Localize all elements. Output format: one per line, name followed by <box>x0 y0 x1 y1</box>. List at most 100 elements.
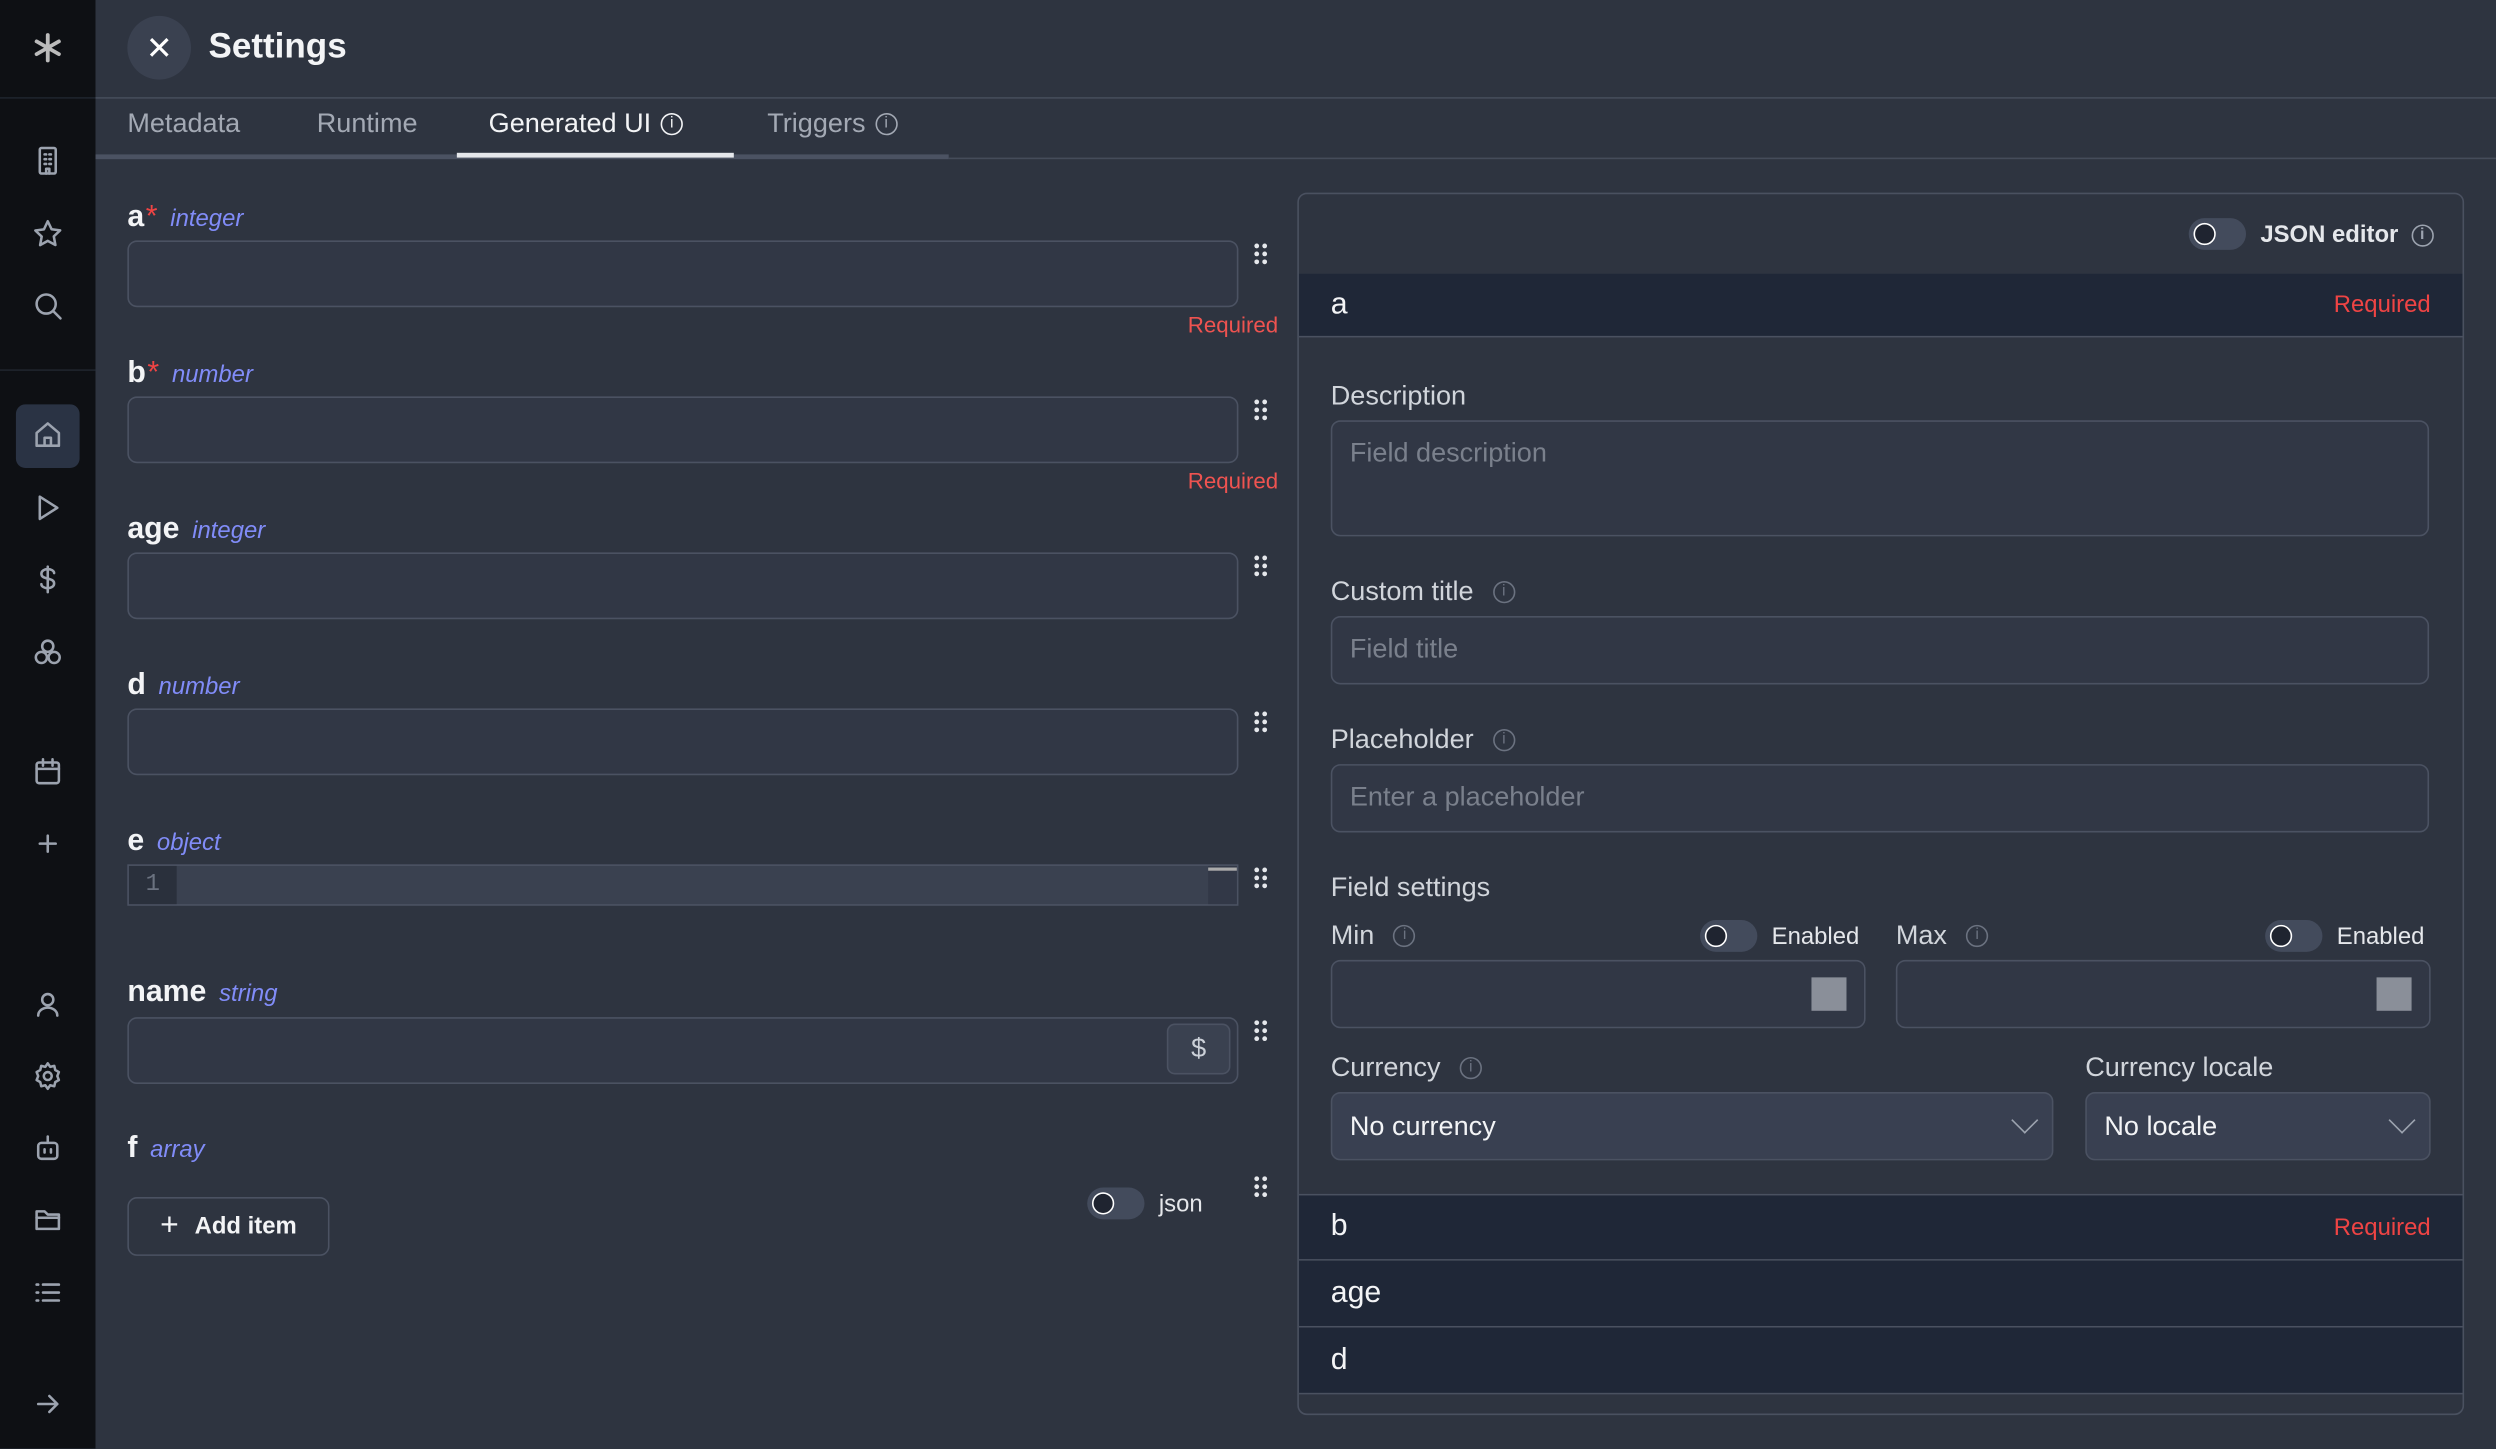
required-mark: * <box>147 356 160 390</box>
d-input[interactable] <box>127 708 1239 776</box>
row-name: a <box>1330 287 1348 321</box>
tab-generated-ui[interactable]: Generated UI i <box>489 108 683 140</box>
e-json-editor[interactable]: 1 <box>127 864 1239 906</box>
row-name: d <box>1330 1342 1348 1377</box>
min-label: Min i <box>1331 920 1416 952</box>
arrow-right-icon[interactable] <box>32 1388 64 1420</box>
user-icon[interactable] <box>32 989 64 1021</box>
field-name: age <box>127 512 180 546</box>
json-editor-text: JSON editor <box>2260 221 2399 249</box>
age-input[interactable] <box>127 552 1239 620</box>
list-icon[interactable] <box>32 1277 64 1309</box>
dollar-icon[interactable] <box>32 563 64 595</box>
field-settings-heading: Field settings <box>1330 872 1491 903</box>
field-type: integer <box>170 205 244 233</box>
drag-handle-icon[interactable] <box>1254 555 1270 581</box>
label-text: Description <box>1330 380 1467 411</box>
field-row-d[interactable]: d <box>1298 1327 2463 1395</box>
info-icon[interactable]: i <box>2411 223 2434 246</box>
min-enabled-label: Enabled <box>1771 923 1860 951</box>
field-name: e <box>127 824 145 858</box>
plus-icon[interactable] <box>32 828 64 860</box>
info-icon[interactable]: i <box>1459 1056 1482 1080</box>
drag-handle-icon[interactable] <box>1254 1176 1270 1201</box>
field-label-d: d number <box>127 669 239 704</box>
close-button[interactable]: ✕ <box>127 15 192 80</box>
tab-metadata[interactable]: Metadata <box>127 108 240 140</box>
row-name: b <box>1330 1209 1348 1244</box>
star-icon[interactable] <box>32 218 64 250</box>
min-input[interactable] <box>1330 959 1866 1029</box>
info-icon[interactable]: i <box>1492 581 1515 604</box>
editor-scrollbar[interactable] <box>1208 865 1237 905</box>
logo[interactable] <box>32 32 64 64</box>
min-stepper[interactable] <box>1811 977 1847 1011</box>
field-label-age: age integer <box>127 513 265 548</box>
search-icon[interactable] <box>32 290 64 322</box>
label-text: Max <box>1895 920 1947 951</box>
sidebar-divider <box>0 97 96 99</box>
field-row-a[interactable]: a Required <box>1298 273 2463 338</box>
custom-title-input[interactable]: Field title <box>1330 616 2430 685</box>
label-text: Custom title <box>1330 576 1474 607</box>
placeholder-text: Field description <box>1349 437 1547 468</box>
home-icon[interactable] <box>32 419 64 451</box>
json-editor-toggle[interactable] <box>2188 218 2247 250</box>
sidebar <box>0 0 96 1449</box>
tab-label: Runtime <box>316 108 418 139</box>
select-value: No currency <box>1349 1110 1496 1141</box>
plus-icon: + <box>160 1208 179 1244</box>
field-label-f: f array <box>127 1132 204 1167</box>
max-label: Max i <box>1896 920 1989 952</box>
placeholder-input[interactable]: Enter a placeholder <box>1330 764 2430 833</box>
drag-handle-icon[interactable] <box>1254 243 1270 269</box>
tab-triggers[interactable]: Triggers i <box>767 108 898 140</box>
field-row-age[interactable]: age <box>1298 1260 2463 1328</box>
drag-handle-icon[interactable] <box>1254 399 1270 425</box>
row-name: age <box>1330 1275 1382 1310</box>
info-icon[interactable]: i <box>1966 924 1989 948</box>
chevron-down-icon <box>2388 1105 2416 1133</box>
currency-select[interactable]: No currency <box>1330 1091 2054 1161</box>
max-enabled-toggle[interactable] <box>2265 920 2323 952</box>
info-icon[interactable]: i <box>660 113 683 136</box>
field-row-b[interactable]: b Required <box>1298 1193 2463 1261</box>
gear-icon[interactable] <box>32 1060 64 1092</box>
field-name: name <box>127 975 207 1010</box>
info-icon[interactable]: i <box>875 113 898 136</box>
folder-icon[interactable] <box>32 1203 64 1235</box>
cubes-icon[interactable] <box>32 637 64 669</box>
robot-icon[interactable] <box>32 1132 64 1164</box>
info-icon[interactable]: i <box>1393 924 1416 948</box>
drag-handle-icon[interactable] <box>1254 711 1270 737</box>
field-type: integer <box>192 517 266 545</box>
drag-handle-icon[interactable] <box>1254 1020 1270 1045</box>
add-item-button[interactable]: + Add item <box>127 1197 330 1256</box>
building-icon[interactable] <box>32 145 64 177</box>
name-input[interactable]: $ <box>127 1017 1239 1085</box>
json-toggle[interactable] <box>1087 1187 1145 1220</box>
chevron-down-icon <box>2011 1105 2039 1133</box>
max-stepper[interactable] <box>2376 977 2412 1011</box>
calendar-icon[interactable] <box>32 756 64 788</box>
play-icon[interactable] <box>32 492 64 524</box>
tab-runtime[interactable]: Runtime <box>317 108 418 140</box>
placeholder-label: Placeholder i <box>1331 724 1516 756</box>
b-input[interactable] <box>127 396 1239 464</box>
json-editor-label: JSON editor i <box>2260 221 2434 249</box>
dollar-icon: $ <box>1191 1033 1207 1064</box>
tab-label: Metadata <box>127 108 241 139</box>
field-name: b <box>127 356 146 390</box>
description-textarea[interactable]: Field description <box>1330 420 2430 537</box>
currency-locale-select[interactable]: No locale <box>2085 1091 2431 1161</box>
info-icon[interactable]: i <box>1492 729 1516 752</box>
add-item-label: Add item <box>194 1212 297 1241</box>
dollar-button[interactable]: $ <box>1166 1023 1231 1075</box>
drag-handle-icon[interactable] <box>1254 867 1270 893</box>
min-enabled-toggle[interactable] <box>1700 920 1758 952</box>
max-input[interactable] <box>1895 959 2431 1029</box>
field-label-name: name string <box>127 976 277 1011</box>
label-text: Currency <box>1330 1052 1441 1083</box>
a-input[interactable] <box>127 240 1239 308</box>
field-name: a <box>127 200 145 234</box>
